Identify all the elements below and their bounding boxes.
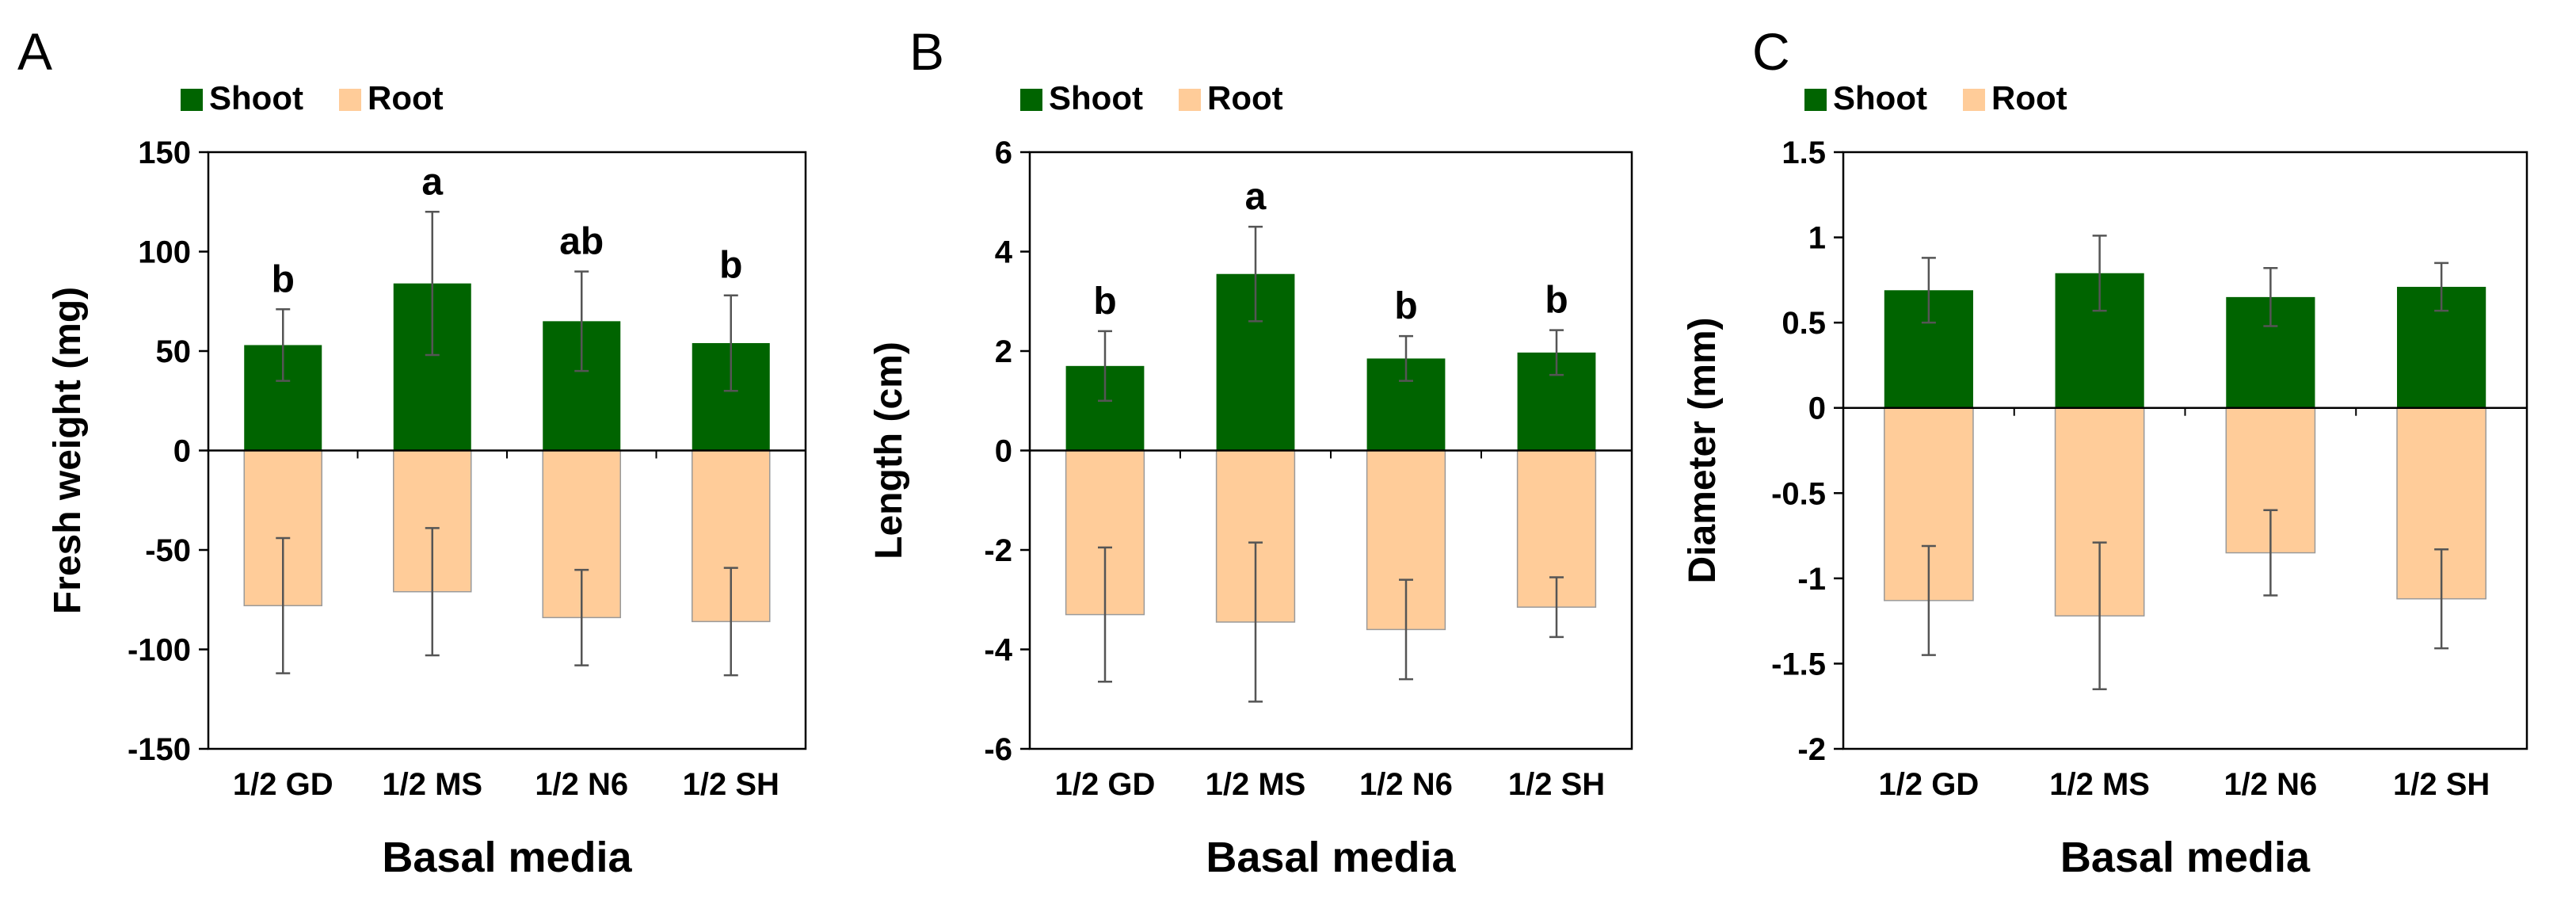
x-category-label: 1/2 N6 (2224, 767, 2317, 802)
y-tick-label: 2 (995, 334, 1012, 369)
x-category-label: 1/2 MS (2049, 767, 2150, 802)
error-bar-root-2 (2092, 541, 2107, 690)
significance-letter-1: b (1093, 281, 1116, 323)
y-tick-label: 150 (138, 136, 191, 170)
legend-label-shoot: Shoot (1049, 79, 1143, 116)
error-bar-shoot-1 (1921, 257, 1936, 324)
error-bar-root-3 (1399, 578, 1413, 681)
y-tick-label: -100 (128, 633, 191, 668)
x-category-label: 1/2 SH (2393, 767, 2490, 802)
legend-label-root: Root (1991, 79, 2067, 116)
legend-label-shoot: Shoot (1833, 79, 1927, 116)
panel-letter: B (909, 22, 944, 81)
legend-swatch-shoot (1804, 89, 1827, 111)
x-category-label: 1/2 N6 (1359, 767, 1453, 802)
y-axis-title: Diameter (mm) (1682, 317, 1724, 583)
x-axis-title: Basal media (1206, 834, 1456, 881)
error-bar-shoot-4 (2434, 262, 2449, 312)
y-tick-label: -1.5 (1771, 647, 1826, 681)
y-axis-title: Length (cm) (868, 342, 910, 559)
y-axis-title: Fresh weight (mg) (47, 287, 89, 614)
y-tick-label: -50 (145, 533, 191, 568)
error-bar-shoot-1 (1098, 330, 1112, 402)
error-bar-shoot-3 (2263, 267, 2278, 327)
x-category-label: 1/2 GD (1879, 767, 1980, 802)
x-category-label: 1/2 GD (1055, 767, 1156, 802)
plot-frame (1842, 151, 2528, 750)
error-bar-root-4 (2434, 548, 2449, 650)
y-tick-label: 0 (995, 434, 1012, 469)
significance-letter-1: b (272, 258, 295, 300)
legend-swatch-root (1179, 89, 1201, 111)
chart-panel-b: B Shoot Root b a b b -6 -4 -2 0 2 4 6 1/2 GD 1/2 MS 1/2 … (868, 22, 1633, 881)
significance-letter-4: b (1545, 280, 1568, 322)
legend-label-shoot: Shoot (209, 79, 303, 116)
y-tick-label: 6 (995, 136, 1012, 170)
error-bar-shoot-2 (1248, 225, 1263, 323)
error-bar-shoot-4 (1549, 329, 1564, 376)
x-category-label: 1/2 MS (1206, 767, 1306, 802)
significance-letter-3: b (1394, 285, 1417, 327)
significance-letter-2: a (421, 161, 443, 203)
legend-label-root: Root (368, 79, 444, 116)
error-bar-root-1 (1098, 546, 1112, 683)
legend-label-root: Root (1207, 79, 1283, 116)
significance-letter-4: b (719, 245, 742, 287)
y-tick-label: 4 (995, 235, 1013, 270)
significance-letter-3: ab (559, 221, 604, 263)
error-bar-root-2 (425, 527, 440, 657)
error-bar-shoot-1 (276, 308, 291, 382)
panel-letter: C (1752, 22, 1790, 81)
x-axis-title: Basal media (382, 834, 632, 881)
error-bar-root-1 (1921, 544, 1936, 656)
x-category-label: 1/2 MS (382, 767, 482, 802)
y-tick-label: -6 (984, 732, 1012, 767)
y-tick-label: -4 (984, 633, 1012, 668)
y-tick-label: -0.5 (1771, 476, 1826, 511)
y-tick-label: 1 (1808, 221, 1826, 256)
x-category-label: 1/2 SH (683, 767, 779, 802)
x-axis-title: Basal media (2060, 834, 2311, 881)
error-bar-shoot-3 (1399, 334, 1413, 382)
y-tick-label: 50 (156, 334, 192, 369)
y-tick-label: -2 (984, 533, 1012, 568)
error-bar-root-1 (276, 536, 291, 674)
error-bar-root-3 (574, 568, 589, 666)
y-tick-label: -1 (1797, 562, 1826, 597)
y-tick-label: 0 (1808, 391, 1826, 426)
error-bar-root-3 (2263, 509, 2278, 597)
y-tick-label: 100 (138, 235, 191, 270)
error-bar-root-2 (1248, 541, 1263, 703)
legend-swatch-root (1963, 89, 1985, 111)
x-category-label: 1/2 SH (1508, 767, 1605, 802)
legend-swatch-shoot (1020, 89, 1042, 111)
significance-letter-2: a (1245, 176, 1267, 218)
error-bar-shoot-4 (723, 294, 738, 392)
panel-letter: A (17, 22, 52, 81)
error-bar-shoot-2 (425, 211, 440, 357)
y-tick-label: -2 (1797, 732, 1826, 767)
x-category-label: 1/2 GD (233, 767, 333, 802)
error-bar-shoot-2 (2092, 235, 2107, 312)
error-bar-shoot-3 (574, 270, 589, 372)
y-tick-label: 1.5 (1781, 136, 1826, 170)
y-tick-label: -150 (128, 732, 191, 767)
error-bar-root-4 (723, 567, 738, 677)
x-category-label: 1/2 N6 (535, 767, 628, 802)
legend-swatch-shoot (181, 89, 203, 111)
chart-panel-c: C Shoot Root -2 -1.5 -1 -0.5 0 0.5 1 1.5 1/2 GD 1/2 … (1682, 22, 2528, 881)
y-tick-label: 0.5 (1781, 306, 1826, 341)
chart-panel-a: A Shoot Root b a ab b -150 -100 -50 0 50 100 150 1/2 G… (17, 22, 807, 881)
legend-swatch-root (339, 89, 361, 111)
error-bar-root-4 (1549, 576, 1564, 639)
y-tick-label: 0 (173, 434, 191, 469)
